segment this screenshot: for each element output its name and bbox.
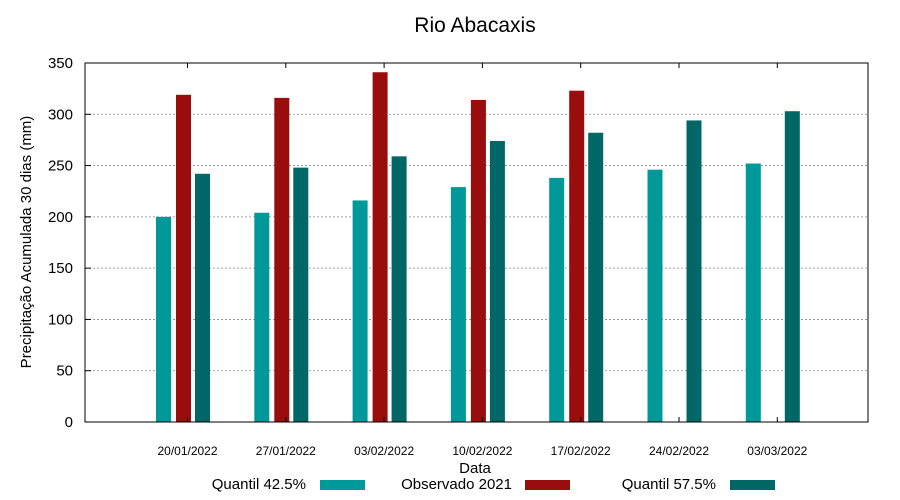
- bar-quantil-57-5-2: [391, 156, 407, 422]
- grid-lines: [85, 113, 868, 372]
- bar-quantil-57-5-6: [784, 111, 800, 423]
- bar-quantil-57-5-4: [588, 132, 604, 422]
- legend-label: Quantil 42.5%: [212, 476, 306, 493]
- bar-observado-2021-1: [274, 97, 290, 423]
- x-tick-label: 17/02/2022: [551, 444, 611, 458]
- x-tick-label: 03/03/2022: [747, 444, 807, 458]
- x-tick-label: 27/01/2022: [256, 444, 316, 458]
- bar-quantil-42-5-3: [450, 187, 466, 422]
- bar-observado-2021-3: [470, 99, 486, 422]
- x-tick-label: 24/02/2022: [649, 444, 709, 458]
- bar-quantil-42-5-5: [647, 169, 663, 422]
- legend-swatch: [730, 480, 775, 490]
- bar-observado-2021-2: [372, 72, 388, 422]
- bar-quantil-42-5-1: [254, 212, 270, 422]
- legend-label: Quantil 57.5%: [622, 476, 716, 493]
- y-tick-label: 350: [48, 55, 73, 72]
- bar-quantil-57-5-1: [293, 167, 309, 422]
- legend-swatch: [525, 480, 570, 490]
- x-axis-ticks: 20/01/2022 27/01/2022 03/02/2022 10/02/2022…: [157, 63, 808, 458]
- y-tick-label: 50: [56, 363, 73, 380]
- chart-title: Rio Abacaxis: [414, 14, 535, 37]
- bar-quantil-57-5-0: [195, 173, 210, 422]
- bar-quantil-57-5-5: [686, 120, 702, 422]
- y-tick-label: 100: [48, 311, 73, 328]
- y-axis-label: Precipitação Acumulada 30 dias (mm): [18, 116, 35, 369]
- bar-quantil-42-5-4: [549, 177, 565, 422]
- legend-swatch: [320, 480, 365, 490]
- bar-observado-2021-4: [569, 90, 585, 423]
- bar-quantil-42-5-6: [745, 163, 761, 422]
- y-tick-label: 250: [48, 158, 73, 175]
- y-tick-label: 300: [48, 106, 73, 123]
- bar-observado-2021-0: [176, 94, 191, 422]
- y-tick-label: 0: [65, 414, 73, 431]
- bar-quantil-57-5-3: [489, 140, 505, 422]
- x-tick-label: 20/01/2022: [157, 444, 217, 458]
- legend-label: Observado 2021: [401, 476, 512, 493]
- plot-frame: [84, 62, 869, 423]
- x-axis-label: Data: [459, 460, 491, 477]
- bar-quantil-42-5-0: [156, 216, 171, 422]
- x-tick-label: 10/02/2022: [452, 444, 512, 458]
- legend: Quantil 42.5% Observado 2021 Quantil 57.5%: [212, 476, 775, 493]
- y-tick-label: 200: [48, 209, 73, 226]
- y-axis-ticks: 0 50 100 150 200 250 300 350: [48, 55, 91, 431]
- bar-quantil-42-5-2: [352, 200, 368, 422]
- bars: [156, 72, 800, 423]
- x-tick-label: 03/02/2022: [354, 444, 414, 458]
- y-tick-label: 150: [48, 260, 73, 277]
